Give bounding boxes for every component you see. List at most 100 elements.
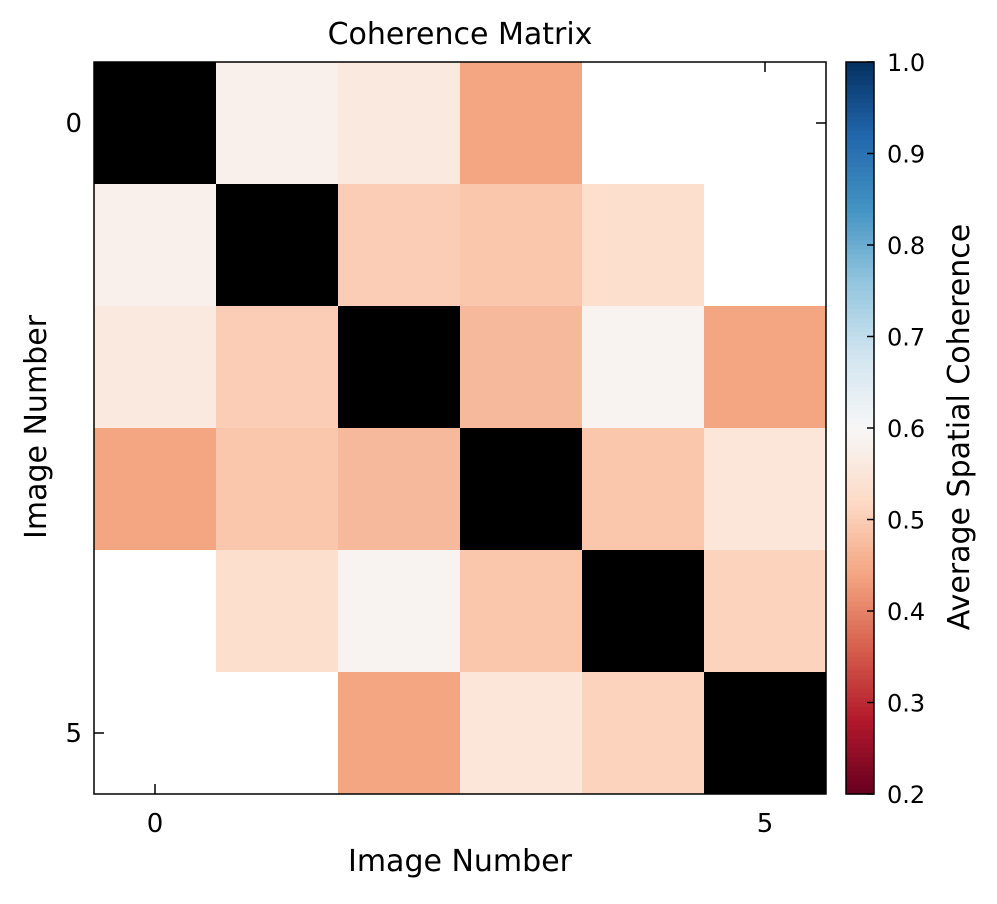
colorbar-tick-label: 0.6 [887, 415, 925, 443]
colorbar-band [846, 286, 874, 292]
colorbar-band [846, 652, 874, 658]
empty-cell [216, 672, 339, 795]
heatmap-cell [582, 428, 705, 551]
colorbar-tick-label: 0.9 [887, 141, 925, 169]
colorbar-tick-label: 0.8 [887, 232, 925, 260]
colorbar-label: Average Spatial Coherence [942, 224, 977, 630]
colorbar-band [846, 496, 874, 502]
colorbar-band [846, 281, 874, 287]
heatmap-cell [338, 184, 461, 307]
colorbar-band [846, 766, 874, 772]
colorbar-band [846, 670, 874, 676]
colorbar-band [846, 771, 874, 777]
colorbar: 0.2 0.3 0.4 0.5 0.6 0.7 0.8 0.9 1.0 [845, 49, 925, 809]
empty-cell [704, 184, 827, 307]
colorbar-band [846, 277, 874, 283]
colorbar-band [846, 322, 874, 328]
colorbar-band [846, 533, 874, 539]
heatmap-cell [460, 62, 583, 185]
colorbar-band [846, 299, 874, 306]
colorbar-band [846, 565, 874, 571]
heatmap-cell [216, 306, 339, 429]
colorbar-band [846, 734, 874, 740]
colorbar-band [846, 583, 874, 589]
heatmap-cell [704, 306, 827, 429]
colorbar-band [846, 217, 874, 223]
colorbar-band [846, 212, 874, 219]
colorbar-band [846, 203, 874, 209]
colorbar-band [846, 784, 874, 791]
colorbar-band [846, 368, 874, 374]
colorbar-band [846, 80, 874, 86]
colorbar-band [846, 711, 874, 717]
colorbar-band [846, 661, 874, 667]
heatmap-cell [460, 550, 583, 673]
colorbar-band [846, 359, 874, 365]
colorbar-band [846, 327, 874, 333]
colorbar-band [846, 304, 874, 310]
diagonal-cell [460, 428, 583, 551]
colorbar-band [846, 633, 874, 640]
colorbar-band [846, 588, 874, 594]
colorbar-band [846, 240, 874, 246]
colorbar-band [846, 103, 874, 109]
colorbar-band [846, 386, 874, 392]
colorbar-band [846, 313, 874, 319]
colorbar-band [846, 428, 874, 434]
colorbar-band [846, 505, 874, 511]
y-tick-label: 0 [65, 109, 82, 139]
colorbar-band [846, 98, 874, 104]
colorbar-band [846, 739, 874, 745]
colorbar-band [846, 62, 874, 68]
heatmap-cell [94, 184, 217, 307]
colorbar-band [846, 482, 874, 489]
colorbar-band [846, 551, 874, 557]
colorbar-band [846, 542, 874, 548]
colorbar-band [846, 345, 874, 351]
colorbar-band [846, 761, 874, 768]
colorbar-band [846, 460, 874, 466]
y-axis-label: Image Number [19, 314, 54, 539]
colorbar-band [846, 318, 874, 324]
colorbar-band [846, 789, 874, 795]
colorbar-band [846, 707, 874, 713]
empty-cell [94, 672, 217, 795]
colorbar-band [846, 647, 874, 653]
empty-cell [94, 550, 217, 673]
colorbar-band [846, 578, 874, 585]
colorbar-band [846, 395, 874, 402]
colorbar-band [846, 331, 874, 338]
diagonal-cell [216, 184, 339, 307]
colorbar-band [846, 75, 874, 81]
heatmap-cell [216, 62, 339, 185]
colorbar-band [846, 450, 874, 457]
colorbar-band [846, 121, 874, 127]
heatmap-cell [338, 428, 461, 551]
colorbar-band [846, 112, 874, 118]
colorbar-band [846, 162, 874, 168]
colorbar-band [846, 775, 874, 781]
colorbar-band [846, 574, 874, 580]
colorbar-band [846, 492, 874, 498]
colorbar-band [846, 519, 874, 525]
heatmap-cells [94, 62, 827, 795]
colorbar-band [846, 473, 874, 479]
colorbar-band [846, 107, 874, 113]
colorbar-band [846, 267, 874, 274]
colorbar-band [846, 89, 874, 95]
colorbar-band [846, 190, 874, 196]
x-tick-label: 5 [757, 809, 774, 839]
colorbar-band [846, 679, 874, 685]
colorbar-band [846, 180, 874, 187]
colorbar-band [846, 249, 874, 255]
colorbar-band [846, 601, 874, 608]
colorbar-band [846, 611, 874, 617]
empty-cell [582, 62, 705, 185]
colorbar-band [846, 363, 874, 370]
colorbar-band [846, 560, 874, 566]
heatmap-cell [582, 672, 705, 795]
colorbar-band [846, 693, 874, 699]
colorbar-band [846, 556, 874, 562]
colorbar-band [846, 84, 874, 91]
colorbar-band [846, 171, 874, 177]
